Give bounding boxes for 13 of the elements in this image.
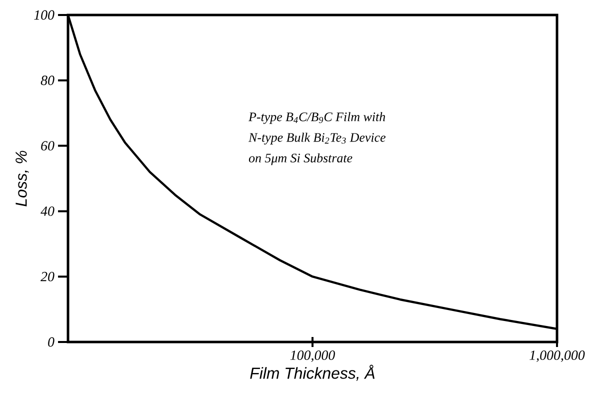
x-tick-label: 100,000 [290, 350, 335, 362]
y-tick-label: 100 [34, 10, 54, 20]
x-axis-title: Film Thickness, Å [250, 364, 375, 381]
annotation: N-type Bulk Bi$_{2}$Te$_{3}$ Device [248, 132, 386, 144]
y-tick-label: 20 [40, 272, 54, 282]
annotation: on 5μm Si Substrate [248, 153, 352, 166]
y-tick-label: 0 [48, 337, 54, 347]
x-tick-label: 1,000,000 [530, 350, 585, 362]
y-axis-title: Loss, % [16, 150, 29, 206]
y-tick-label: 60 [41, 141, 54, 151]
y-tick-label: 80 [40, 76, 54, 86]
annotation: P-type B$_{4}$C/B$_{9}$C Film with [248, 112, 386, 124]
y-tick-label: 40 [40, 206, 54, 216]
